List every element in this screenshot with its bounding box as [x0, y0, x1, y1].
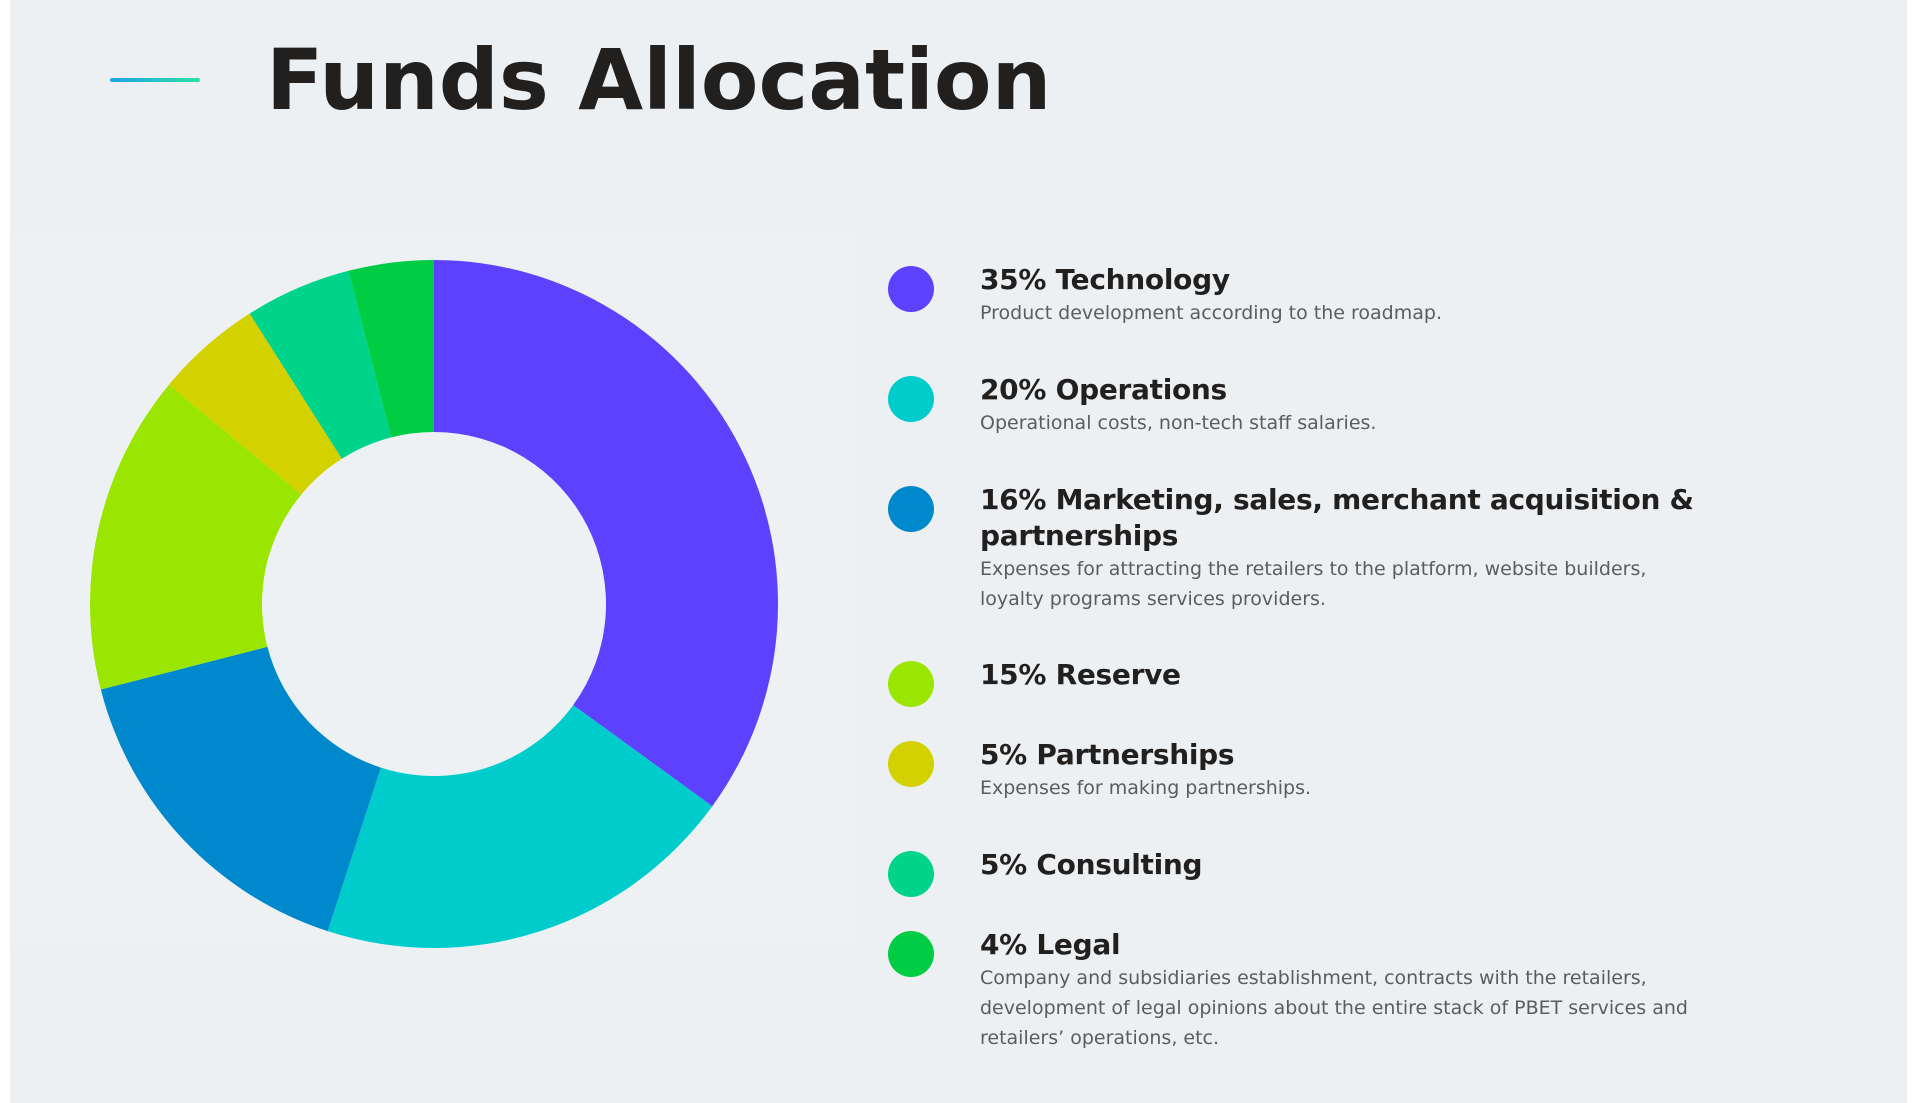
donut-slice-consulting: [249, 270, 392, 459]
legend-description: Company and subsidiaries establishment, …: [980, 967, 1688, 1049]
legend-dot-operations: [888, 376, 934, 422]
donut-slice-reserve: [90, 384, 302, 690]
legend-dot-partnerships: [888, 741, 934, 787]
legend-label: 16% Marketing, sales, merchant acquisiti…: [980, 483, 1694, 552]
legend-description: Product development according to the roa…: [980, 302, 1442, 324]
title-accent-line: [110, 78, 200, 82]
legend-text-legal: 4% Legal Company and subsidiaries establ…: [980, 927, 1700, 1053]
legend-text-operations: 20% Operations Operational costs, non-te…: [980, 372, 1700, 438]
legend-description: Operational costs, non-tech staff salari…: [980, 412, 1377, 434]
legend-dot-technology: [888, 266, 934, 312]
legend-label: 35% Technology: [980, 263, 1230, 296]
legend-dot-legal: [888, 931, 934, 977]
legend-label: 15% Reserve: [980, 658, 1181, 691]
donut-chart: [90, 260, 778, 948]
legend-label: 5% Partnerships: [980, 738, 1235, 771]
legend-text-consulting: 5% Consulting: [980, 847, 1700, 883]
donut-slice-marketing: [100, 646, 381, 932]
legend-label: 5% Consulting: [980, 848, 1203, 881]
legend-text-marketing: 16% Marketing, sales, merchant acquisiti…: [980, 482, 1700, 614]
legend-text-reserve: 15% Reserve: [980, 657, 1700, 693]
donut-slice-legal: [348, 260, 434, 438]
legend-description: Expenses for making partnerships.: [980, 777, 1312, 799]
donut-slice-operations: [327, 705, 713, 948]
legend-text-partnerships: 5% Partnerships Expenses for making part…: [980, 737, 1700, 803]
legend-dot-consulting: [888, 851, 934, 897]
donut-slice-partnerships: [168, 313, 342, 495]
page-title: Funds Allocation: [266, 31, 1052, 129]
legend-description: Expenses for attracting the retailers to…: [980, 558, 1647, 610]
legend-text-technology: 35% Technology Product development accor…: [980, 262, 1700, 328]
legend-dot-marketing: [888, 486, 934, 532]
donut-slice-technology: [434, 260, 778, 807]
legend-dot-reserve: [888, 661, 934, 707]
legend-label: 4% Legal: [980, 928, 1121, 961]
legend-label: 20% Operations: [980, 373, 1227, 406]
